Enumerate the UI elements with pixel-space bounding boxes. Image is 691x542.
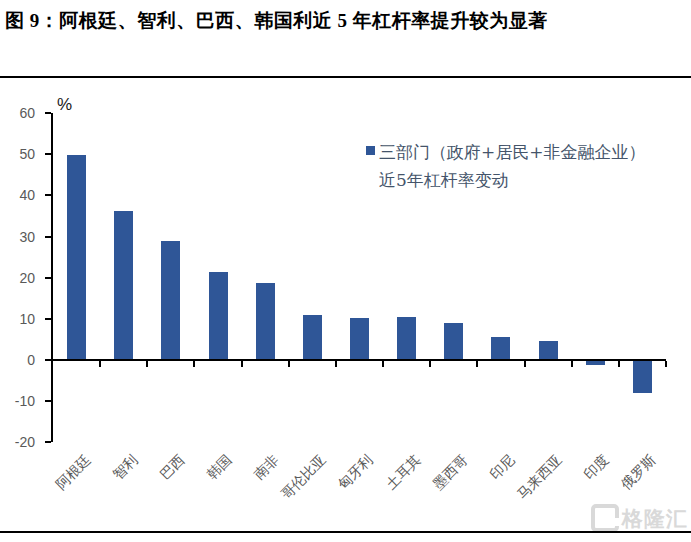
x-axis-label-墨西哥: 墨西哥	[430, 452, 470, 492]
bar-南非	[256, 283, 275, 360]
y-tick-mark	[45, 194, 51, 196]
x-tick-mark	[382, 361, 384, 367]
y-tick-label: 40	[0, 188, 35, 202]
y-tick-label: -10	[0, 394, 35, 408]
bar-阿根廷	[67, 155, 86, 360]
bar-印尼	[491, 337, 510, 360]
legend-series-marker	[366, 146, 375, 155]
y-tick-label: -20	[0, 435, 35, 449]
figure-title: 图 9：阿根廷、智利、巴西、韩国利近 5 年杠杆率提升较为显著	[5, 8, 685, 34]
x-axis-label-哥伦比亚: 哥伦比亚	[279, 452, 329, 502]
x-axis-label-马来西亚: 马来西亚	[514, 452, 564, 502]
x-tick-mark	[429, 361, 431, 367]
watermark-logo-icon	[591, 504, 619, 532]
y-tick-label: 60	[0, 106, 35, 120]
x-axis-label-智利: 智利	[110, 452, 140, 482]
y-tick-label: 50	[0, 147, 35, 161]
x-axis-label-印度: 印度	[581, 452, 611, 482]
y-tick-mark	[45, 441, 51, 443]
x-axis-label-南非: 南非	[251, 452, 281, 482]
chart-legend: 三部门（政府+居民+非金融企业） 近5年杠杆率变动	[366, 138, 646, 194]
x-axis-label-匈牙利: 匈牙利	[336, 452, 376, 492]
x-tick-mark	[241, 361, 243, 367]
watermark-text: 格隆汇	[622, 508, 688, 529]
x-tick-mark	[335, 361, 337, 367]
bar-马来西亚	[539, 341, 558, 360]
y-axis-line	[51, 113, 53, 442]
bar-巴西	[161, 241, 180, 360]
bar-墨西哥	[444, 323, 463, 360]
y-tick-label: 20	[0, 271, 35, 285]
x-tick-mark	[618, 361, 620, 367]
figure-container: 图 9：阿根廷、智利、巴西、韩国利近 5 年杠杆率提升较为显著 % 三部门（政府…	[0, 0, 691, 542]
watermark: 格隆汇	[591, 504, 688, 532]
y-tick-label: 30	[0, 230, 35, 244]
x-tick-mark	[665, 361, 667, 367]
bar-俄罗斯	[633, 360, 652, 393]
y-tick-label: 10	[0, 312, 35, 326]
x-tick-mark	[288, 361, 290, 367]
x-axis-label-土耳其: 土耳其	[383, 452, 423, 492]
legend-label-line-2: 近5年杠杆率变动	[379, 166, 646, 194]
y-tick-mark	[45, 359, 51, 361]
x-tick-mark	[524, 361, 526, 367]
y-tick-mark	[45, 236, 51, 238]
y-tick-mark	[45, 277, 51, 279]
bar-韩国	[209, 272, 228, 360]
x-axis-label-阿根廷: 阿根廷	[53, 452, 93, 492]
x-tick-mark	[146, 361, 148, 367]
bottom-divider-line	[0, 531, 691, 533]
x-axis-label-韩国: 韩国	[204, 452, 234, 482]
bar-匈牙利	[350, 318, 369, 360]
x-axis-line	[53, 359, 666, 361]
y-tick-mark	[45, 112, 51, 114]
x-axis-label-巴西: 巴西	[157, 452, 187, 482]
x-axis-label-俄罗斯: 俄罗斯	[619, 452, 659, 492]
y-tick-mark	[45, 318, 51, 320]
x-axis-label-印尼: 印尼	[487, 452, 517, 482]
legend-label: 三部门（政府+居民+非金融企业） 近5年杠杆率变动	[379, 138, 646, 194]
x-tick-mark	[99, 361, 101, 367]
bar-土耳其	[397, 317, 416, 360]
y-axis-unit-label: %	[57, 95, 72, 115]
x-tick-mark	[476, 361, 478, 367]
x-tick-mark	[193, 361, 195, 367]
x-tick-mark	[571, 361, 573, 367]
bar-chart: % 三部门（政府+居民+非金融企业） 近5年杠杆率变动 60 50 40 30 20 10…	[0, 78, 691, 531]
y-tick-mark	[45, 153, 51, 155]
y-tick-label: 0	[0, 353, 35, 367]
bar-哥伦比亚	[303, 315, 322, 360]
bar-智利	[114, 211, 133, 360]
legend-label-line-1: 三部门（政府+居民+非金融企业）	[379, 138, 646, 166]
y-tick-mark	[45, 400, 51, 402]
